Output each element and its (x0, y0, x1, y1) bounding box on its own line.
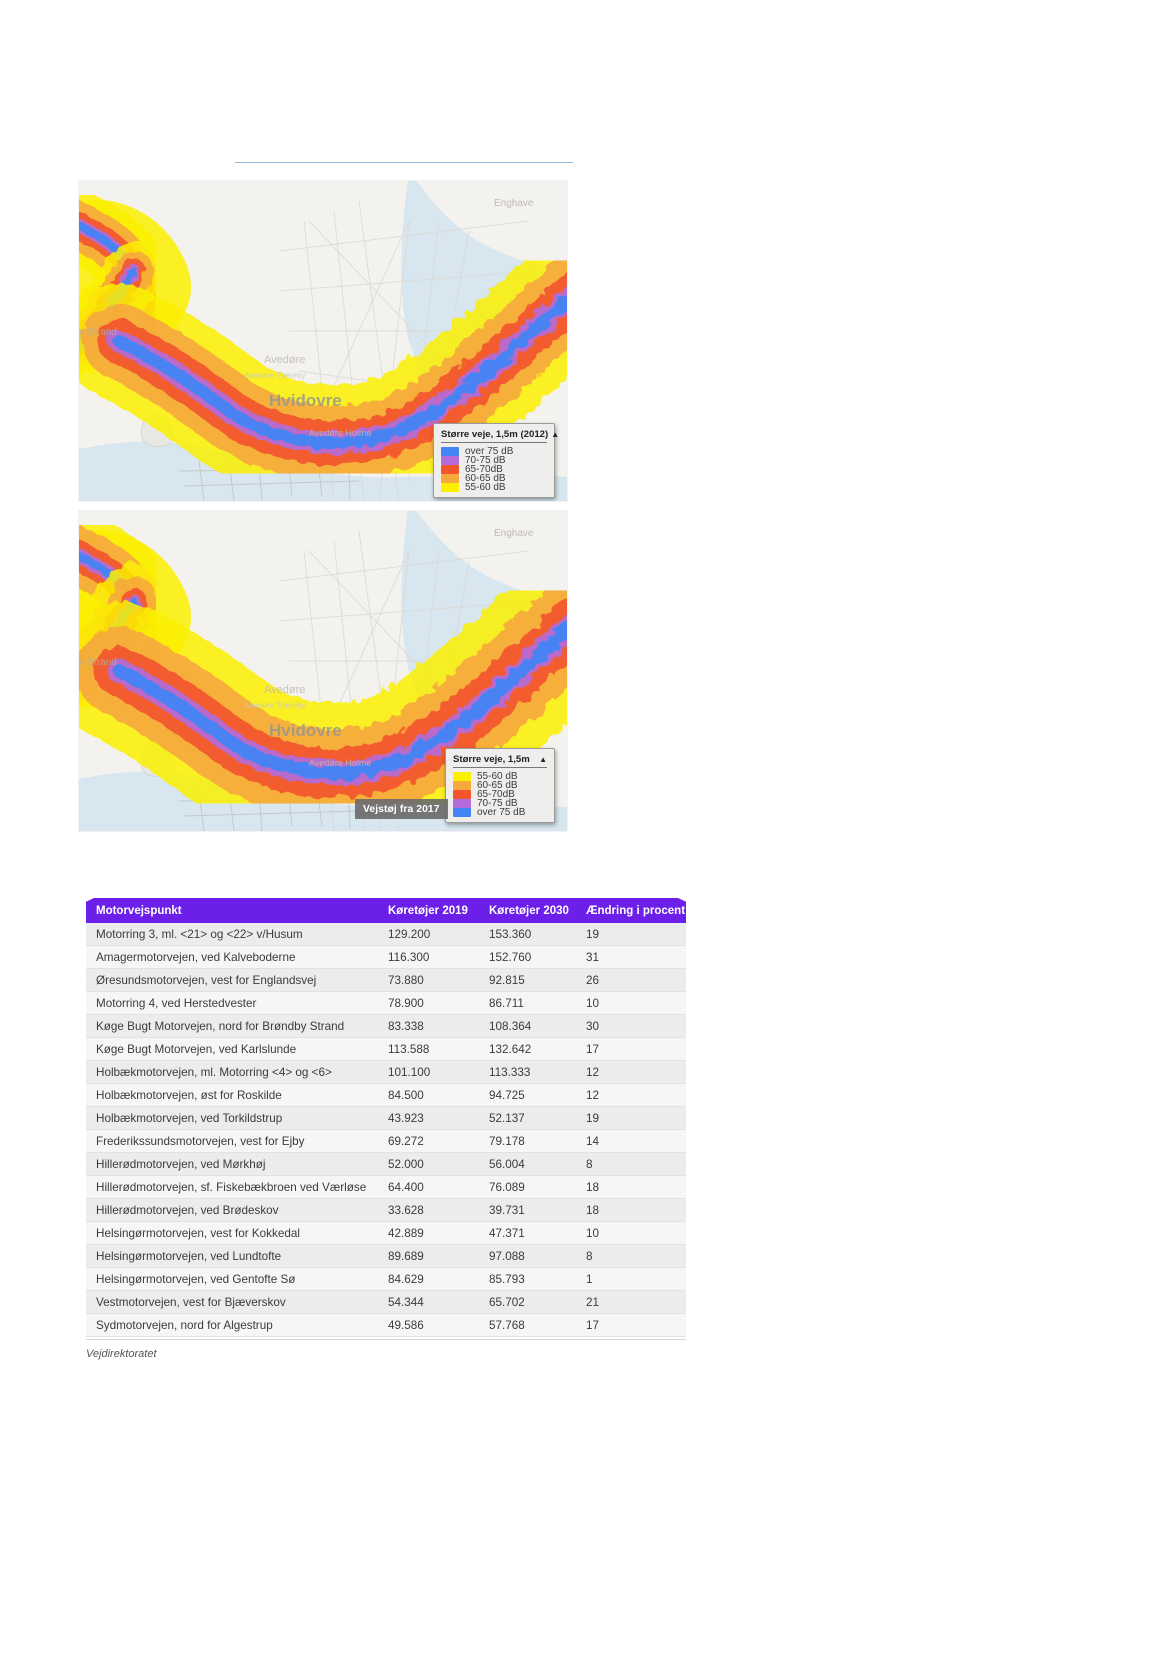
svg-text:y·Strand: y·Strand (79, 657, 117, 668)
svg-text:Enghave: Enghave (494, 198, 534, 209)
svg-text:Avedøre: Avedøre (264, 354, 305, 366)
svg-text:Avedøre Holme: Avedøre Holme (309, 428, 371, 438)
svg-text:Hvidovre: Hvidovre (269, 391, 342, 410)
svg-text:y·Strand: y·Strand (79, 327, 117, 338)
svg-text:Avedøre: Avedøre (264, 684, 305, 696)
svg-text:Avedøre Tjæreby: Avedøre Tjæreby (244, 371, 306, 380)
svg-text:Avedøre Tjæreby: Avedøre Tjæreby (244, 701, 306, 710)
svg-text:Hvidovre: Hvidovre (269, 721, 342, 740)
svg-text:Enghave: Enghave (494, 528, 534, 539)
svg-text:Avedøre Holme: Avedøre Holme (309, 758, 371, 768)
